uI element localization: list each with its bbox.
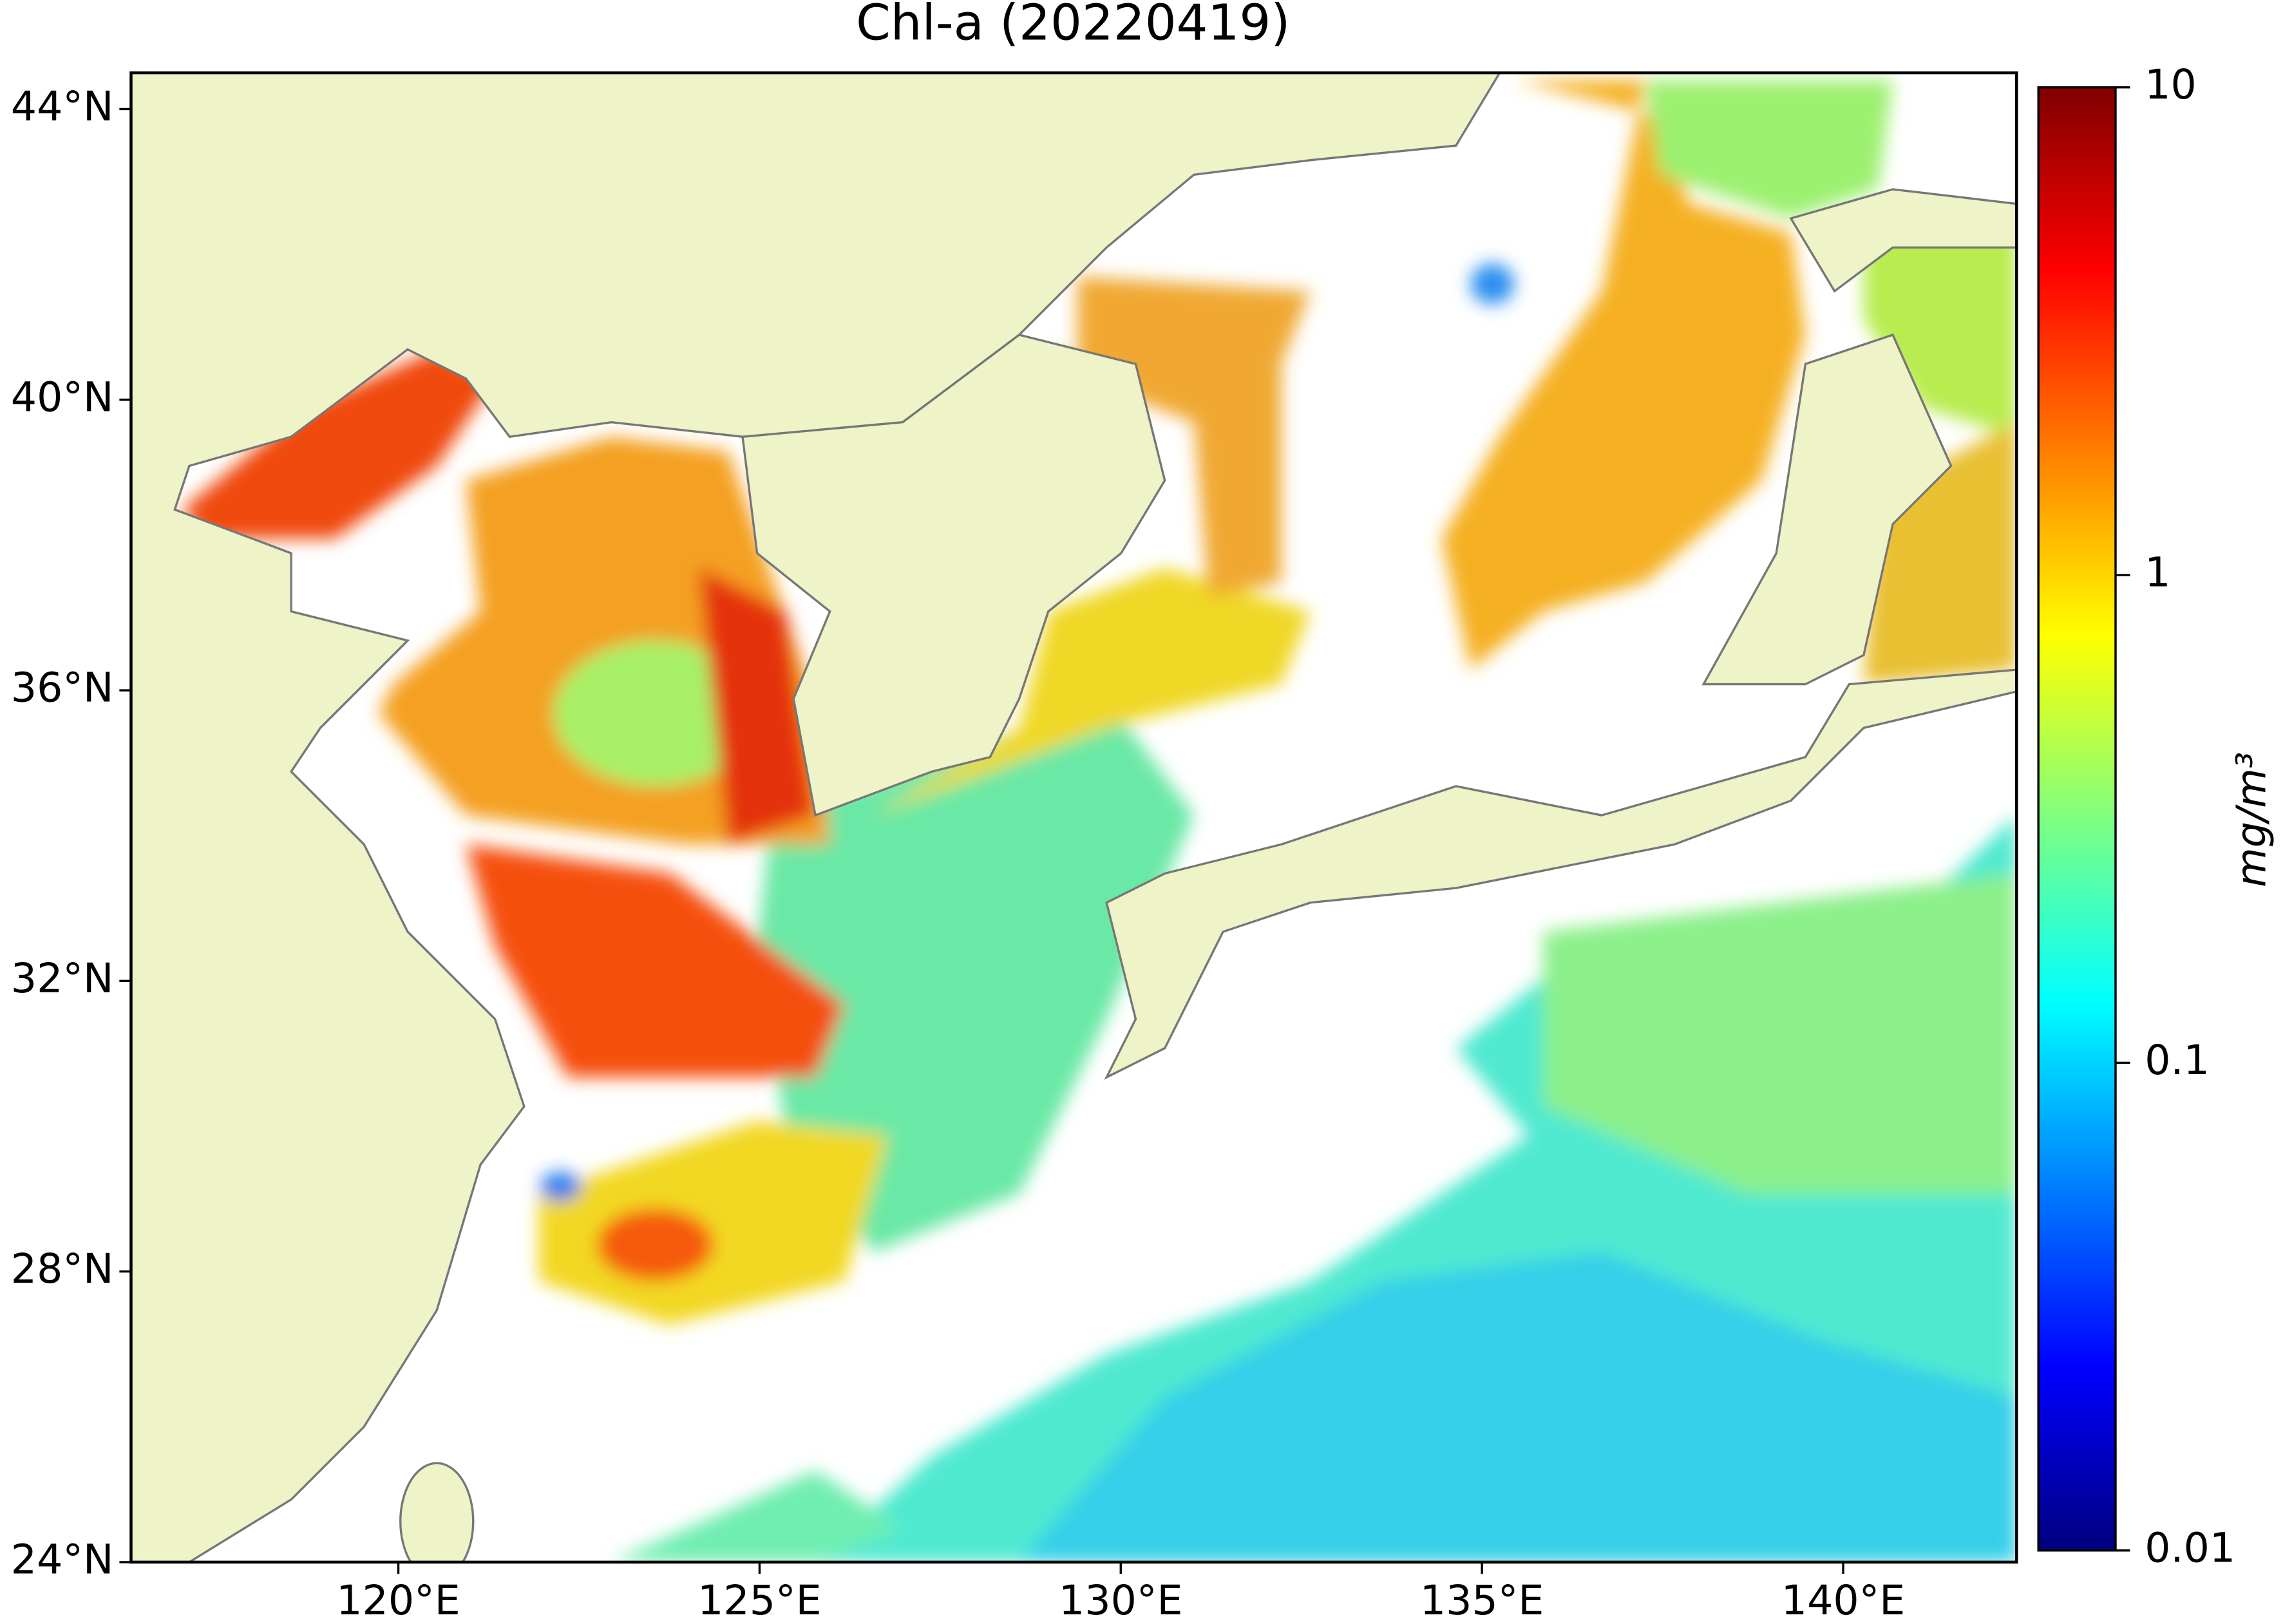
colorbar-tick-label: 1 (2145, 549, 2170, 596)
y-tick-label: 28°N (11, 1245, 114, 1292)
x-tick-label: 130°E (1059, 1576, 1182, 1624)
x-tick-label: 135°E (1420, 1576, 1544, 1624)
y-tick-label: 24°N (11, 1535, 114, 1583)
y-tick-label: 32°N (11, 954, 114, 1002)
x-tick-label: 125°E (697, 1576, 821, 1624)
colorbar (2037, 86, 2117, 1552)
y-tick-label: 36°N (11, 664, 114, 712)
y-tick-label: 40°N (11, 373, 114, 420)
colorbar-tick-label: 10 (2145, 61, 2197, 108)
colorbar-tick-label: 0.01 (2145, 1524, 2235, 1571)
map-frame (129, 71, 2018, 1564)
colorbar-label: mg/m³ (2227, 752, 2275, 887)
colorbar-tick-label: 0.1 (2145, 1036, 2210, 1084)
y-tick-label: 44°N (11, 82, 114, 130)
map-area (131, 73, 2017, 1562)
x-tick-label: 120°E (336, 1576, 460, 1624)
map-title: Chl-a (20220419) (856, 0, 1290, 52)
land (131, 73, 2017, 1562)
x-tick-label: 140°E (1781, 1576, 1905, 1624)
